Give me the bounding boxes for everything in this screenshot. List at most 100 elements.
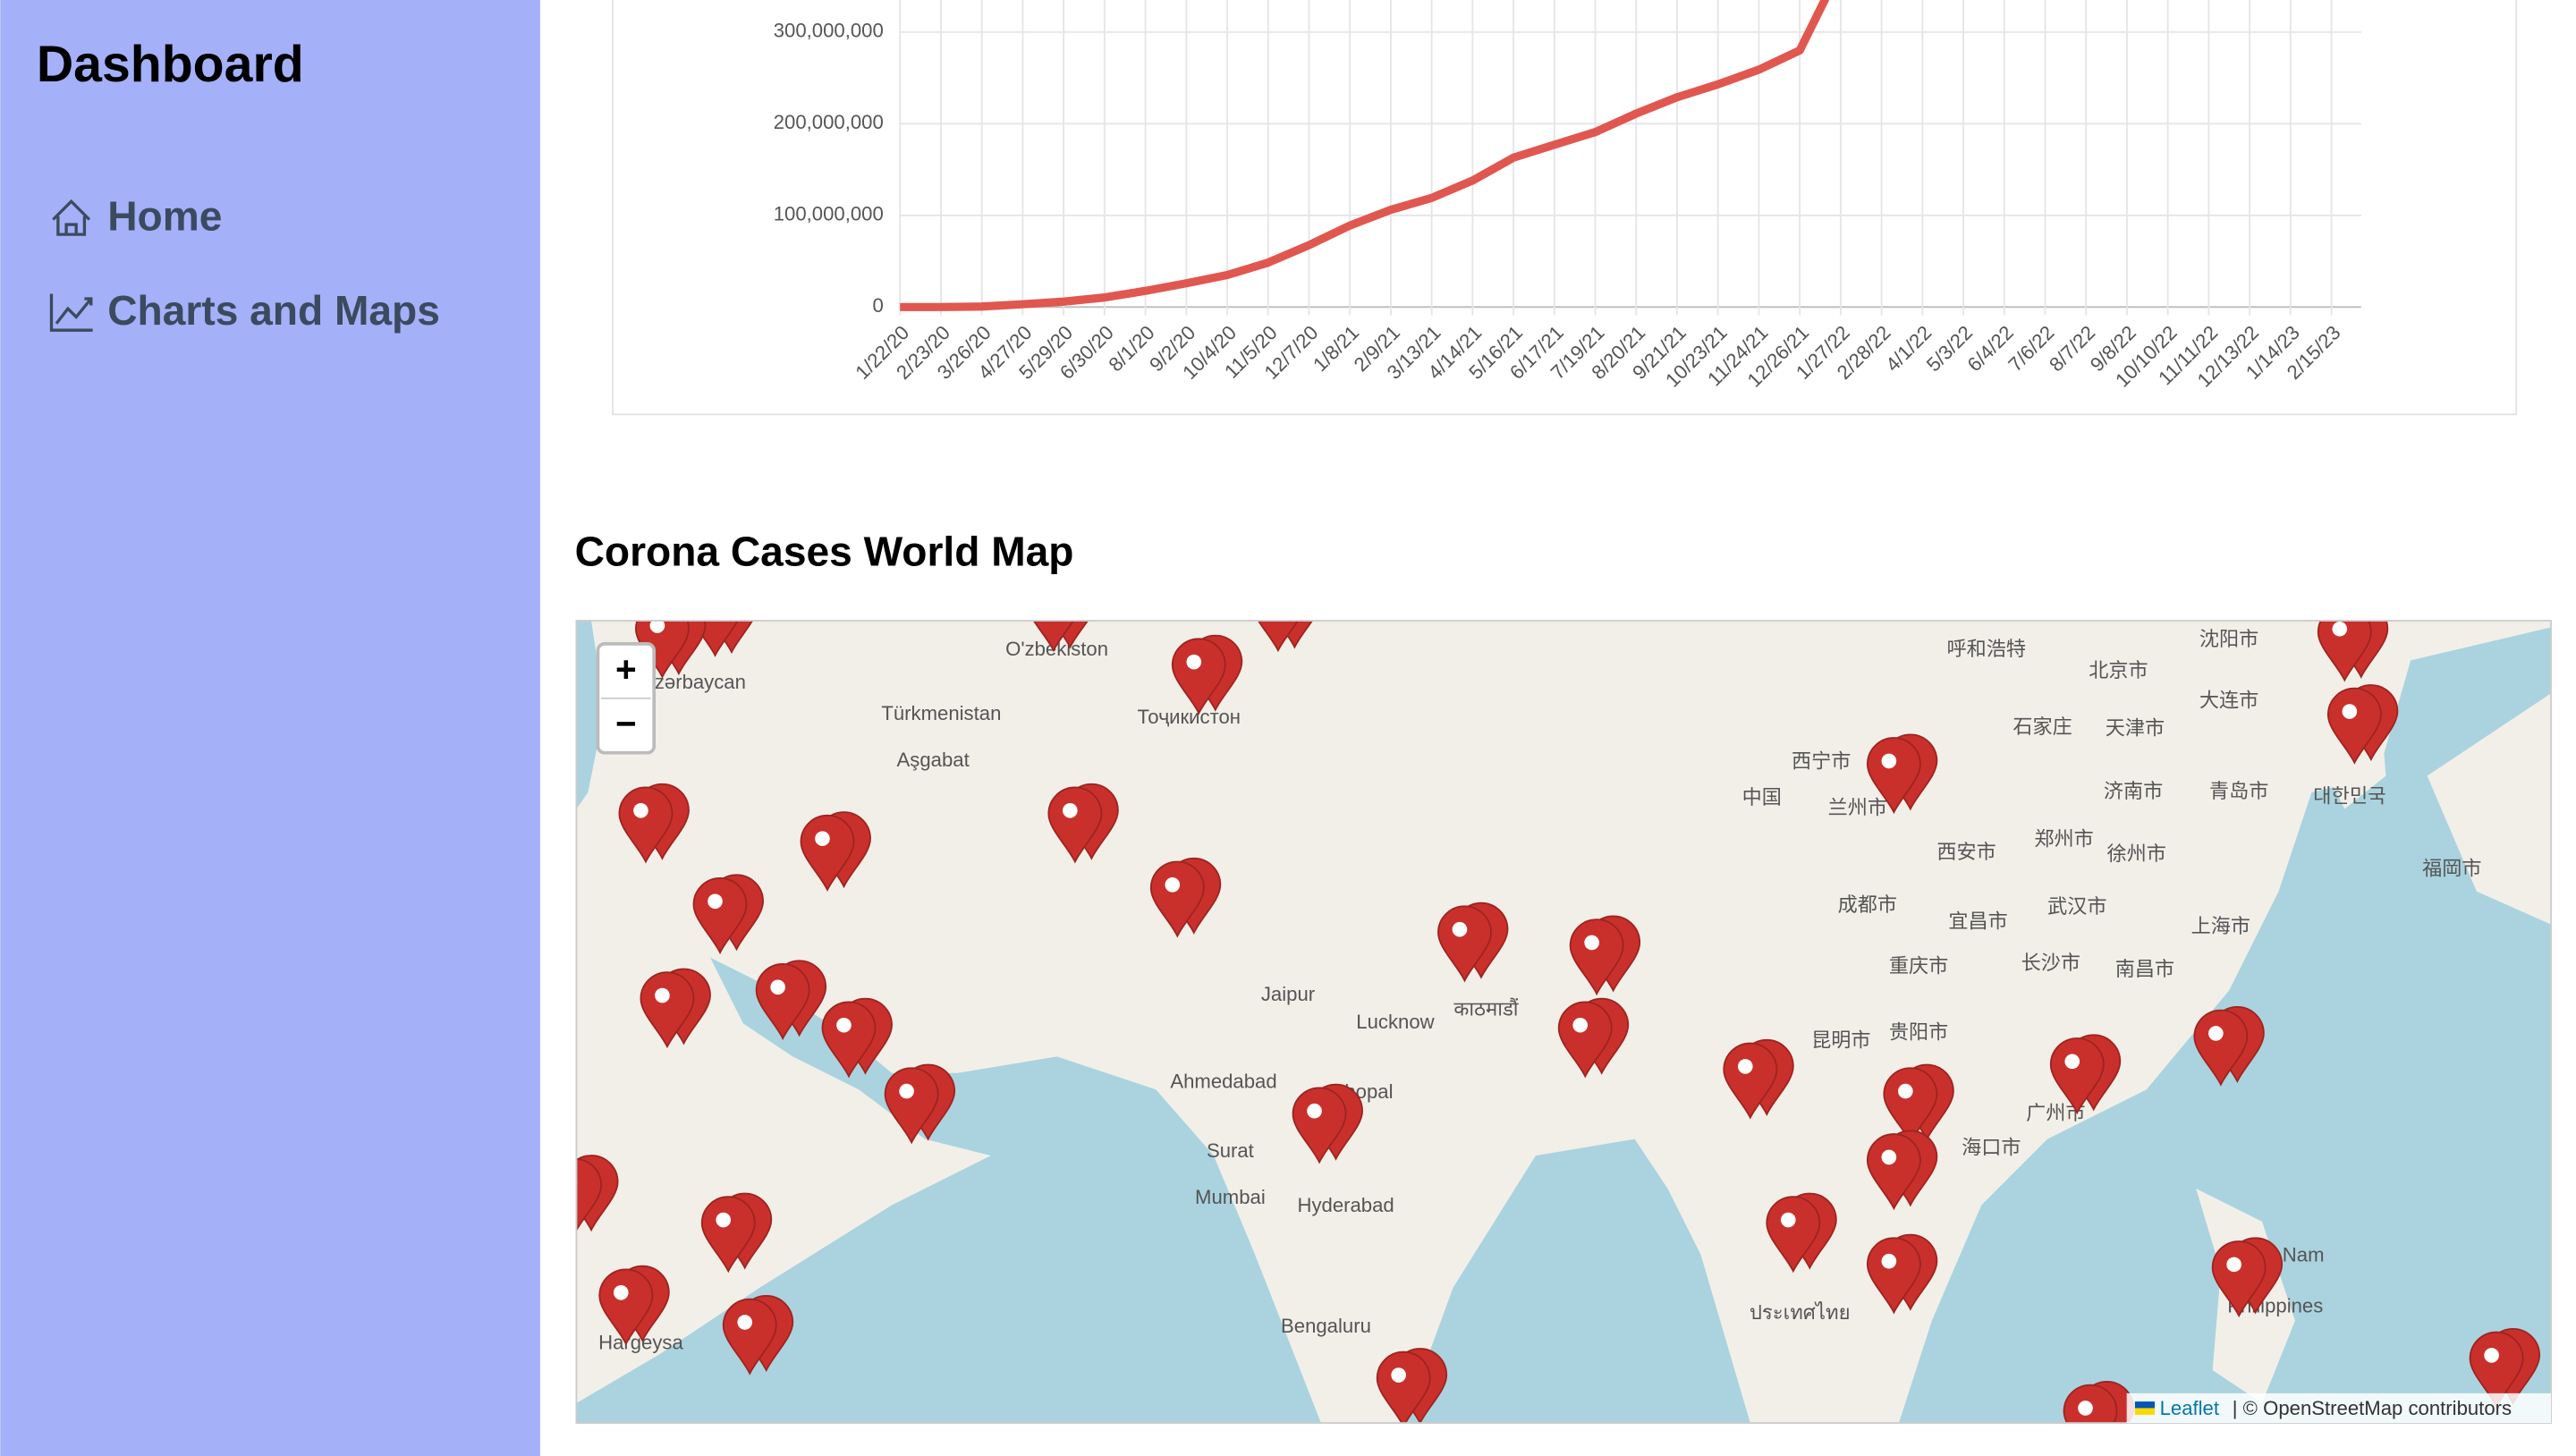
- map-marker[interactable]: [1883, 1063, 1954, 1145]
- map-marker[interactable]: [640, 968, 711, 1049]
- map-marker[interactable]: [1292, 1083, 1363, 1164]
- map-label: Aşgabat: [897, 749, 970, 771]
- map-label: 沈阳市: [2199, 628, 2258, 650]
- map-marker[interactable]: [2049, 1034, 2122, 1115]
- marker-pin: [618, 786, 674, 864]
- map-marker[interactable]: [1437, 902, 1509, 983]
- nav-item[interactable]: Home: [107, 193, 222, 240]
- map-label: 重庆市: [1889, 954, 1948, 977]
- map-marker[interactable]: [2193, 1006, 2265, 1087]
- marker-pin: [1149, 860, 1205, 938]
- map-title: Corona Cases World Map: [575, 528, 1074, 574]
- attribution-link[interactable]: Leaflet: [2160, 1397, 2219, 1419]
- marker-pin: [722, 1298, 777, 1376]
- nav-item[interactable]: Charts and Maps: [107, 287, 440, 334]
- attribution-text: | © OpenStreetMap contributors: [2233, 1397, 2512, 1419]
- map-label: 西宁市: [1792, 750, 1851, 773]
- marker-dot: [1391, 1367, 1406, 1383]
- map-marker[interactable]: [884, 1063, 956, 1145]
- marker-dot: [2484, 1348, 2499, 1363]
- sidebar: [0, 0, 540, 1456]
- marker-dot: [649, 621, 665, 633]
- marker-pin: [2317, 621, 2372, 682]
- marker-dot: [716, 1212, 732, 1228]
- map-marker[interactable]: [1723, 1039, 1794, 1120]
- map-marker[interactable]: [1866, 733, 1938, 815]
- map-marker[interactable]: [1149, 857, 1222, 938]
- marker-dot: [1737, 1059, 1753, 1074]
- marker-dot: [1881, 1149, 1897, 1165]
- map-label: 兰州市: [1828, 796, 1887, 818]
- marker-pin: [1569, 918, 1624, 996]
- zoom-out[interactable]: −: [615, 703, 637, 744]
- marker-dot: [1780, 1212, 1796, 1228]
- marker-dot: [1584, 935, 1599, 951]
- attribution-bg: [2126, 1393, 2552, 1424]
- map-label: 上海市: [2191, 915, 2250, 937]
- marker-pin: [576, 1157, 603, 1232]
- map-frame: [575, 620, 2552, 1425]
- marker-dot: [1898, 1083, 1913, 1099]
- map-marker[interactable]: [1376, 1348, 1448, 1426]
- marker-pin: [1437, 905, 1492, 983]
- map-marker[interactable]: [692, 874, 764, 955]
- map-label: काठमाडौं: [1453, 997, 1519, 1020]
- map-marker[interactable]: [722, 1295, 794, 1376]
- map-marker[interactable]: [2063, 1381, 2134, 1456]
- map-marker[interactable]: [1866, 1233, 1938, 1315]
- map-label: Türkmenistan: [881, 702, 1001, 724]
- map-label: Nam: [2283, 1244, 2325, 1266]
- map-marker[interactable]: [2317, 603, 2389, 682]
- marker-pin: [1883, 1067, 1938, 1145]
- marker-dot: [708, 893, 723, 910]
- y-tick-label: 100,000,000: [774, 203, 884, 225]
- map-marker[interactable]: [1557, 997, 1630, 1079]
- island: [2427, 693, 2552, 925]
- marker-pin: [1766, 1196, 1821, 1274]
- zoom-in[interactable]: +: [615, 648, 637, 690]
- map-marker[interactable]: [1766, 1192, 1837, 1274]
- map-marker[interactable]: [800, 811, 871, 892]
- map-marker[interactable]: [700, 1192, 773, 1274]
- map-label: 郑州市: [2034, 827, 2093, 850]
- marker-pin: [2326, 687, 2382, 765]
- map-marker[interactable]: [755, 960, 827, 1041]
- map-marker[interactable]: [598, 1265, 670, 1346]
- map-marker[interactable]: [821, 997, 893, 1079]
- marker-dot: [2342, 704, 2358, 719]
- marker-pin: [700, 1196, 756, 1274]
- map-label: 长沙市: [2021, 952, 2080, 974]
- marker-pin: [640, 971, 695, 1049]
- marker-dot: [719, 594, 734, 609]
- map-marker[interactable]: [2211, 1237, 2284, 1318]
- map-label: 海口市: [1962, 1137, 2021, 1159]
- marker-dot: [899, 1083, 914, 1099]
- map-marker[interactable]: [1569, 915, 1641, 996]
- marker-dot: [1041, 592, 1056, 607]
- map-marker[interactable]: [548, 1155, 619, 1233]
- map-label: 福岡市: [2422, 858, 2481, 880]
- map-marker[interactable]: [1866, 1130, 1938, 1211]
- map: AzərbaycanTürkmenistanAşgabatO'zbekiston…: [548, 572, 2552, 1456]
- map-marker[interactable]: [618, 783, 690, 864]
- marker-pin: [1866, 1237, 1921, 1315]
- map-marker[interactable]: [2326, 684, 2399, 765]
- series-line: [900, 0, 1830, 311]
- marker-pin: [692, 877, 748, 955]
- map-marker[interactable]: [1171, 634, 1243, 715]
- marker-pin: [1866, 1133, 1921, 1211]
- map-label: 中国: [1742, 786, 1782, 808]
- map-marker[interactable]: [1251, 572, 1321, 653]
- map-marker[interactable]: [1047, 783, 1119, 864]
- map-marker[interactable]: [634, 599, 707, 679]
- y-tick-label: 300,000,000: [774, 20, 884, 42]
- map-marker[interactable]: [1027, 572, 1097, 653]
- map-marker[interactable]: [2469, 1328, 2541, 1409]
- marker-dot: [1572, 1017, 1589, 1033]
- marker-dot: [1452, 921, 1468, 937]
- marker-dot: [2064, 1054, 2080, 1070]
- marker-pin: [634, 621, 690, 679]
- marker-pin: [884, 1067, 939, 1145]
